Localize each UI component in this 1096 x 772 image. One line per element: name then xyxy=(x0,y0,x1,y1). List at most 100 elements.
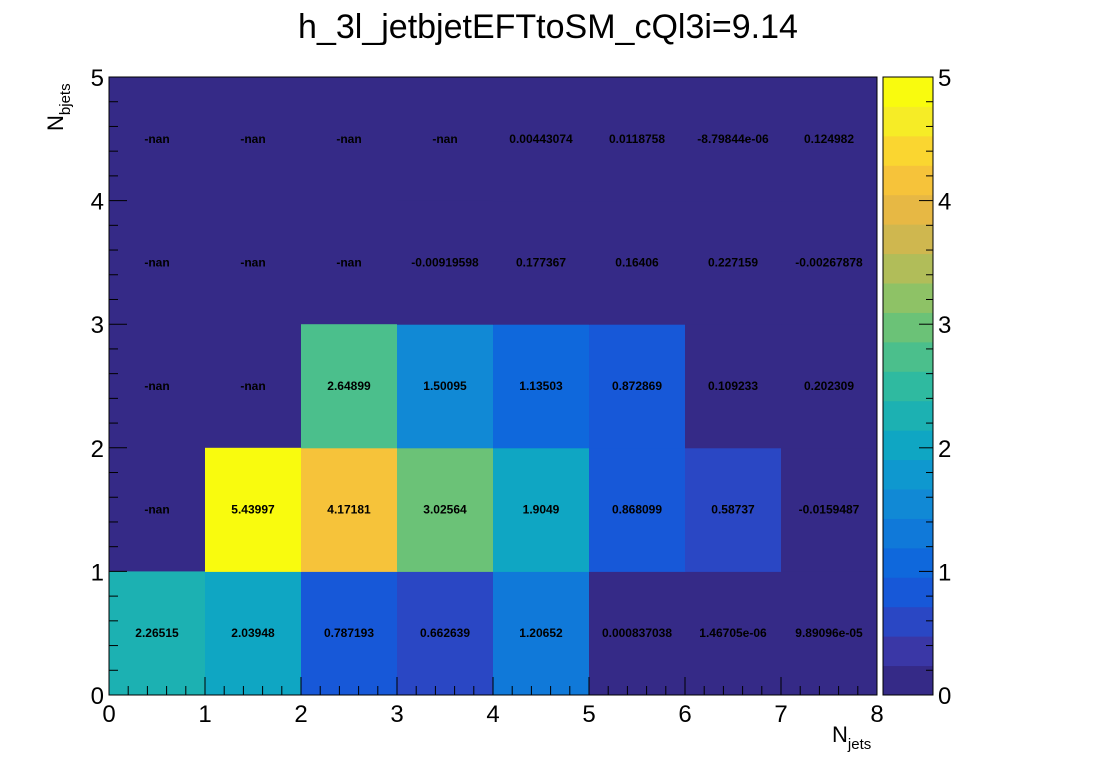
cell-value-label: 1.50095 xyxy=(423,379,467,393)
heatmap-cell-labels: 2.26515 2.03948 0.787193 0.662639 1.20652 0.0… xyxy=(135,132,863,640)
cell-value-label: -nan xyxy=(240,255,265,269)
cell-value-label: -nan xyxy=(144,379,169,393)
heatmap-cell xyxy=(589,77,686,202)
cell-value-label: 0.177367 xyxy=(516,255,566,269)
heatmap-cell xyxy=(685,571,782,696)
cell-value-label: -0.00919598 xyxy=(411,255,479,269)
heatmap-cells xyxy=(109,77,878,696)
x-tick-label: 7 xyxy=(774,701,787,728)
heatmap-cell xyxy=(685,447,782,572)
cell-value-label: 1.9049 xyxy=(523,503,560,517)
color-scale-swatch xyxy=(883,606,933,637)
color-scale-swatch xyxy=(883,400,933,431)
y-tick-label: 5 xyxy=(91,65,104,92)
cell-value-label: 0.0118758 xyxy=(609,132,665,146)
cell-value-label: 0.124982 xyxy=(804,132,854,146)
heatmap-cell xyxy=(781,200,878,325)
cell-value-label: -8.79844e-06 xyxy=(697,132,769,146)
cell-value-label: 0.787193 xyxy=(324,626,374,640)
cell-value-label: -nan xyxy=(432,132,457,146)
heatmap-cell xyxy=(397,200,494,325)
heatmap-cell xyxy=(493,77,590,202)
heatmap-cell xyxy=(685,200,782,325)
color-scale-label: 5 xyxy=(938,65,951,92)
cell-value-label: 0.868099 xyxy=(612,503,662,517)
color-scale-swatch xyxy=(883,312,933,343)
heatmap-cell xyxy=(781,77,878,202)
cell-value-label: 0.227159 xyxy=(708,255,758,269)
heatmap-cell xyxy=(493,447,590,572)
y-tick-label: 1 xyxy=(91,559,104,586)
heatmap-cell xyxy=(397,324,494,449)
cell-value-label: 4.17181 xyxy=(327,503,371,517)
cell-value-label: -nan xyxy=(336,255,361,269)
cell-value-label: 0.00443074 xyxy=(509,132,573,146)
x-tick-label: 4 xyxy=(486,701,499,728)
cell-value-label: 2.03948 xyxy=(231,626,275,640)
cell-value-label: 0.202309 xyxy=(804,379,854,393)
y-axis-title-text: Nbjets xyxy=(43,83,74,131)
heatmap-cell xyxy=(685,77,782,202)
color-scale-label: 1 xyxy=(938,559,951,586)
color-scale-swatch xyxy=(883,489,933,519)
cell-value-label: -nan xyxy=(144,503,169,517)
cell-value-label: 5.43997 xyxy=(231,503,275,517)
cell-value-label: 0.58737 xyxy=(711,503,755,517)
y-tick-label: 4 xyxy=(91,189,104,216)
x-tick-label: 0 xyxy=(102,701,115,728)
cell-value-label: -nan xyxy=(144,255,169,269)
x-tick-label: 5 xyxy=(582,701,595,728)
color-scale-swatch xyxy=(883,165,933,196)
color-scale-swatch xyxy=(883,577,933,608)
cell-value-label: 1.46705e-06 xyxy=(699,626,767,640)
color-scale-swatch xyxy=(883,253,933,284)
cell-value-label: -0.0159487 xyxy=(799,503,860,517)
heatmap-cell xyxy=(301,447,398,572)
color-scale-label: 3 xyxy=(938,312,951,339)
color-scale-swatch xyxy=(883,371,933,402)
color-scale-swatch xyxy=(883,283,933,313)
x-axis-title-text: Njets xyxy=(832,722,871,753)
heatmap-cell xyxy=(589,324,686,449)
heatmap-cell xyxy=(109,571,206,696)
cell-value-label: 0.000837038 xyxy=(602,626,672,640)
color-scale-swatch xyxy=(883,547,933,578)
color-scale-swatch xyxy=(883,636,933,667)
heatmap-cell xyxy=(493,200,590,325)
x-axis-title: Njets xyxy=(832,722,871,753)
heatmap-cell xyxy=(205,447,302,572)
color-scale-swatch xyxy=(883,106,933,137)
cell-value-label: -nan xyxy=(240,132,265,146)
heatmap-cell xyxy=(397,571,494,696)
cell-value-label: 0.109233 xyxy=(708,379,758,393)
cell-value-label: 9.89096e-05 xyxy=(795,626,863,640)
x-tick-label: 8 xyxy=(870,701,883,728)
color-scale-swatch xyxy=(883,430,933,461)
y-tick-label: 3 xyxy=(91,312,104,339)
cell-value-label: -nan xyxy=(240,379,265,393)
color-scale-swatch xyxy=(883,224,933,255)
color-scale-swatch xyxy=(883,665,933,696)
cell-value-label: 1.20652 xyxy=(519,626,563,640)
color-scale-swatch xyxy=(883,135,933,166)
cell-value-label: -nan xyxy=(336,132,361,146)
heatmap-cell xyxy=(781,447,878,572)
x-tick-label: 2 xyxy=(294,701,307,728)
heatmap-cell xyxy=(781,324,878,449)
cell-value-label: 3.02564 xyxy=(423,503,467,517)
chart-title: h_3l_jetbjetEFTtoSM_cQl3i=9.14 xyxy=(298,8,798,46)
x-tick-label: 1 xyxy=(198,701,211,728)
y-axis-title: Nbjets xyxy=(43,83,74,131)
cell-value-label: 0.872869 xyxy=(612,379,662,393)
heatmap-cell xyxy=(493,324,590,449)
color-scale-swatch xyxy=(883,77,933,107)
heatmap-cell xyxy=(397,447,494,572)
heatmap-cell xyxy=(589,571,686,696)
color-scale-swatch xyxy=(883,194,933,225)
heatmap-cell xyxy=(301,571,398,696)
heatmap-cell xyxy=(589,200,686,325)
cell-value-label: 0.662639 xyxy=(420,626,470,640)
color-scale: 0 1 2 3 4 5 xyxy=(882,65,951,710)
heatmap-cell xyxy=(781,571,878,696)
color-scale-border xyxy=(882,76,934,696)
